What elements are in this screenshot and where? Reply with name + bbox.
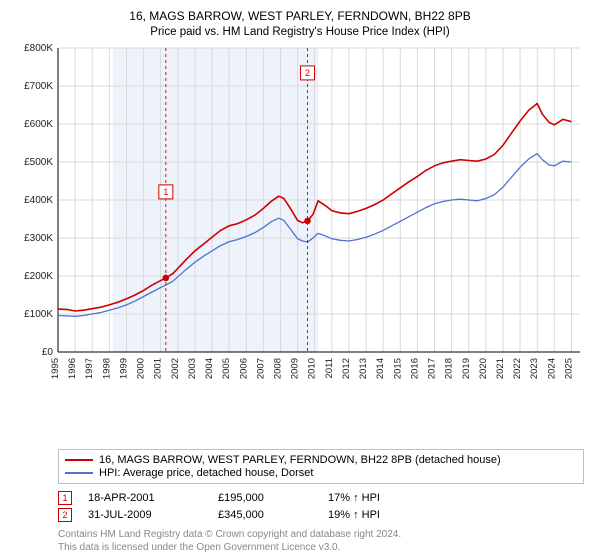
svg-text:£800K: £800K bbox=[24, 44, 53, 54]
footer-line-1: Contains HM Land Registry data © Crown c… bbox=[58, 528, 586, 541]
svg-text:2009: 2009 bbox=[290, 358, 301, 379]
chart-plot: 1995 1996 1997 1998 1999 2000 2001 2002 2003 2004… bbox=[14, 44, 586, 443]
footer-attribution: Contains HM Land Registry data © Crown c… bbox=[58, 528, 586, 554]
sale-delta-2: 19% ↑ HPI bbox=[328, 509, 380, 521]
legend-label-hpi: HPI: Average price, detached house, Dors… bbox=[99, 467, 313, 479]
chart-subtitle: Price paid vs. HM Land Registry's House … bbox=[14, 26, 586, 38]
svg-text:£500K: £500K bbox=[24, 157, 53, 168]
svg-text:£700K: £700K bbox=[24, 81, 53, 92]
svg-text:2021: 2021 bbox=[495, 358, 506, 379]
svg-text:2019: 2019 bbox=[461, 358, 472, 379]
legend-swatch-hpi bbox=[65, 472, 93, 474]
svg-text:2013: 2013 bbox=[358, 358, 369, 379]
svg-text:2002: 2002 bbox=[170, 358, 181, 379]
sale-marker-2: 2 bbox=[58, 508, 72, 522]
svg-text:2018: 2018 bbox=[444, 358, 455, 379]
svg-text:£300K: £300K bbox=[24, 233, 53, 244]
svg-text:2001: 2001 bbox=[153, 358, 164, 379]
svg-text:1997: 1997 bbox=[84, 358, 95, 379]
sale-marker-1: 1 bbox=[58, 491, 72, 505]
svg-text:2025: 2025 bbox=[563, 358, 574, 379]
svg-text:2022: 2022 bbox=[512, 358, 523, 379]
svg-text:2020: 2020 bbox=[478, 358, 489, 379]
svg-text:2: 2 bbox=[305, 68, 310, 78]
svg-text:2017: 2017 bbox=[427, 358, 438, 379]
sale-points: 1 18-APR-2001 £195,000 17% ↑ HPI 2 31-JU… bbox=[58, 488, 586, 525]
sale-date-2: 31-JUL-2009 bbox=[88, 509, 218, 521]
svg-text:2016: 2016 bbox=[409, 358, 420, 379]
sale-price-1: £195,000 bbox=[218, 492, 328, 504]
sale-point-2: 2 31-JUL-2009 £345,000 19% ↑ HPI bbox=[58, 508, 586, 522]
chart-title: 16, MAGS BARROW, WEST PARLEY, FERNDOWN, … bbox=[14, 8, 586, 24]
svg-text:2008: 2008 bbox=[272, 358, 283, 379]
legend-item-hpi: HPI: Average price, detached house, Dors… bbox=[65, 467, 577, 479]
sale-date-1: 18-APR-2001 bbox=[88, 492, 218, 504]
svg-text:2004: 2004 bbox=[204, 358, 215, 379]
sale-delta-1: 17% ↑ HPI bbox=[328, 492, 380, 504]
svg-text:1996: 1996 bbox=[67, 358, 78, 379]
svg-text:2000: 2000 bbox=[136, 358, 147, 379]
svg-text:2015: 2015 bbox=[392, 358, 403, 379]
svg-text:2006: 2006 bbox=[238, 358, 249, 379]
legend-label-property: 16, MAGS BARROW, WEST PARLEY, FERNDOWN, … bbox=[99, 454, 501, 466]
sale-price-2: £345,000 bbox=[218, 509, 328, 521]
svg-text:2005: 2005 bbox=[221, 358, 232, 379]
svg-text:1: 1 bbox=[163, 187, 168, 197]
svg-text:2003: 2003 bbox=[187, 358, 198, 379]
svg-text:£600K: £600K bbox=[24, 119, 53, 130]
legend: 16, MAGS BARROW, WEST PARLEY, FERNDOWN, … bbox=[58, 449, 584, 484]
legend-swatch-property bbox=[65, 459, 93, 461]
svg-text:£100K: £100K bbox=[24, 309, 53, 320]
legend-item-property: 16, MAGS BARROW, WEST PARLEY, FERNDOWN, … bbox=[65, 454, 577, 466]
svg-text:1998: 1998 bbox=[101, 358, 112, 379]
svg-text:1999: 1999 bbox=[118, 358, 129, 379]
sale-point-1: 1 18-APR-2001 £195,000 17% ↑ HPI bbox=[58, 491, 586, 505]
chart-container: 16, MAGS BARROW, WEST PARLEY, FERNDOWN, … bbox=[0, 0, 600, 560]
svg-text:2023: 2023 bbox=[529, 358, 540, 379]
svg-text:2011: 2011 bbox=[324, 358, 335, 378]
footer-line-2: This data is licensed under the Open Gov… bbox=[58, 541, 586, 554]
svg-text:2007: 2007 bbox=[255, 358, 266, 379]
svg-text:1995: 1995 bbox=[50, 358, 61, 379]
svg-text:2010: 2010 bbox=[307, 358, 318, 379]
svg-text:£200K: £200K bbox=[24, 271, 53, 282]
svg-text:2014: 2014 bbox=[375, 358, 386, 379]
svg-text:2012: 2012 bbox=[341, 358, 352, 379]
svg-text:2024: 2024 bbox=[546, 358, 557, 379]
svg-text:£0: £0 bbox=[42, 347, 54, 358]
svg-text:£400K: £400K bbox=[24, 195, 53, 206]
